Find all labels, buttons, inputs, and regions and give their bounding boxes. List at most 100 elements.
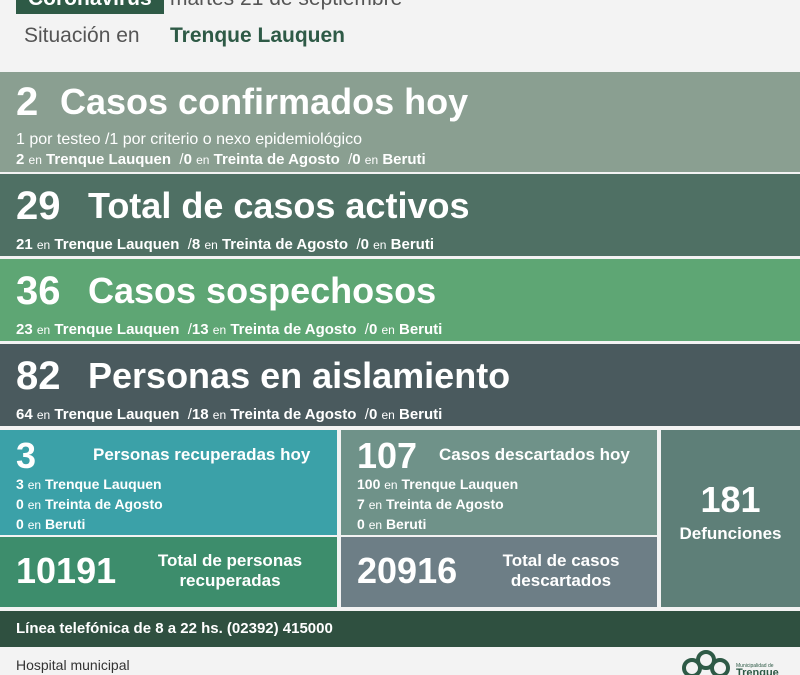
activos-ta-count: 8 (191, 236, 201, 253)
en-label: en (381, 408, 395, 422)
aislamiento-number: 82 (16, 354, 61, 398)
sospechosos-be-count: 0 (368, 321, 378, 338)
confirmados-number: 2 (16, 80, 39, 124)
beruti-label: Beruti (399, 406, 443, 423)
separator: / (187, 236, 192, 253)
aislamiento-locations: 64 en Trenque Lauquen /18 en Treinta de … (16, 406, 442, 424)
descartados-tl-row: 100 en Trenque Lauquen (357, 474, 518, 495)
treinta-label: Treinta de Agosto (230, 321, 357, 338)
treinta-label: Treinta de Agosto (44, 496, 163, 512)
trenque-label: Trenque Lauquen (44, 476, 162, 492)
activos-title: Total de casos activos (88, 185, 470, 226)
en-label: en (36, 238, 51, 252)
recuperadas-hoy-number: 3 (16, 435, 37, 476)
defunciones-number: 181 (700, 479, 761, 520)
en-label: en (27, 478, 42, 492)
footer: Hospital municipal (0, 648, 800, 675)
confirmados-detail: 1 por testeo /1 por criterio o nexo epid… (16, 131, 362, 148)
aislamiento-title: Personas en aislamiento (88, 355, 511, 396)
en-label: en (368, 498, 383, 512)
beruti-label: Beruti (44, 516, 86, 532)
report-date: martes 21 de septiembre (170, 0, 402, 12)
activos-be-count: 0 (360, 236, 369, 253)
beruti-label: Beruti (385, 516, 427, 532)
separator: / (356, 236, 361, 253)
separator: / (179, 151, 184, 168)
separator: / (187, 321, 192, 338)
confirmados-ta-count: 0 (183, 151, 192, 168)
recuperadas-total-card: 10191 Total de personas recuperadas (0, 537, 337, 607)
aislamiento-ta-count: 18 (191, 406, 209, 423)
trenque-label: Trenque Lauquen (46, 151, 172, 168)
beruti-label: Beruti (390, 236, 434, 253)
trenque-label: Trenque Lauquen (54, 406, 180, 423)
treinta-label: Treinta de Agosto (213, 151, 340, 168)
beruti-label: Beruti (382, 151, 426, 168)
recuperadas-tl-row: 3 en Trenque Lauquen (16, 474, 162, 495)
en-label: en (196, 153, 210, 167)
confirmados-title: Casos confirmados hoy (60, 81, 469, 122)
recuperadas-total-title: Total de personas recuperadas (150, 551, 310, 591)
aislamiento-band: 82 Personas en aislamiento 64 en Trenque… (0, 344, 800, 426)
recuperadas-hoy-title: Personas recuperadas hoy (93, 445, 311, 464)
activos-band: 29 Total de casos activos 21 en Trenque … (0, 174, 800, 256)
defunciones-title: Defunciones (679, 524, 782, 543)
descartados-total-title-line1: Total de casos (502, 551, 620, 570)
en-label: en (364, 153, 379, 167)
descartados-ta-row: 7 en Treinta de Agosto (357, 494, 504, 515)
recuperadas-total-title-line1: Total de personas (157, 551, 303, 570)
sospechosos-band: 36 Casos sospechosos 23 en Trenque Lauqu… (0, 259, 800, 341)
sospechosos-number: 36 (16, 269, 61, 313)
recuperadas-tl-count: 3 (16, 476, 24, 492)
en-label: en (368, 518, 383, 532)
confirmados-locations: 2 en Trenque Lauquen /0 en Treinta de Ag… (16, 151, 426, 169)
municipality-logo-icon (682, 650, 730, 675)
coronavirus-badge: Coronavirus (16, 0, 164, 14)
en-label: en (212, 323, 227, 337)
en-label: en (27, 498, 42, 512)
descartados-be-row: 0 en Beruti (357, 514, 426, 535)
descartados-be-count: 0 (357, 516, 365, 532)
descartados-total-number: 20916 (357, 550, 458, 591)
separator: / (348, 151, 353, 168)
city-name: Trenque Lauquen (170, 24, 346, 47)
sospechosos-title: Casos sospechosos (88, 270, 437, 311)
en-label: en (36, 408, 51, 422)
en-label: en (373, 238, 387, 252)
aislamiento-tl-count: 64 (16, 406, 33, 423)
descartados-tl-count: 100 (357, 476, 381, 492)
sospechosos-ta-count: 13 (191, 321, 209, 338)
en-label: en (204, 238, 218, 252)
logo-small-text: Municipalidad de (736, 663, 774, 669)
recuperadas-ta-count: 0 (16, 496, 24, 512)
beruti-label: Beruti (399, 321, 443, 338)
treinta-label: Treinta de Agosto (230, 406, 357, 423)
activos-number: 29 (16, 184, 61, 228)
en-label: en (384, 478, 398, 492)
descartados-hoy-title: Casos descartados hoy (439, 445, 630, 464)
recuperadas-be-row: 0 en Beruti (16, 514, 85, 535)
separator: / (364, 406, 369, 423)
descartados-total-title-line2: descartados (510, 571, 612, 590)
treinta-label: Treinta de Agosto (385, 496, 504, 512)
sospechosos-tl-count: 23 (16, 321, 33, 338)
recuperadas-hoy-card: 3 Personas recuperadas hoy 3 en Trenque … (0, 430, 337, 535)
en-label: en (381, 323, 395, 337)
hospital-label: Hospital municipal (16, 657, 130, 673)
separator: / (187, 406, 192, 423)
logo-name-text: Trenque (736, 667, 779, 675)
recuperadas-be-count: 0 (16, 516, 24, 532)
header: Coronavirus martes 21 de septiembre Situ… (0, 0, 800, 68)
en-label: en (27, 518, 42, 532)
activos-locations: 21 en Trenque Lauquen /8 en Treinta de A… (16, 236, 434, 254)
trenque-label: Trenque Lauquen (54, 321, 180, 338)
activos-tl-count: 21 (16, 236, 33, 253)
phone-line: Línea telefónica de 8 a 22 hs. (02392) 4… (0, 611, 800, 647)
en-label: en (28, 153, 42, 167)
trenque-label: Trenque Lauquen (54, 236, 180, 253)
recuperadas-total-number: 10191 (16, 550, 117, 591)
confirmados-be-count: 0 (352, 151, 361, 168)
en-label: en (212, 408, 227, 422)
confirmados-band: 2 Casos confirmados hoy 1 por testeo /1 … (0, 72, 800, 172)
treinta-label: Treinta de Agosto (221, 236, 349, 253)
